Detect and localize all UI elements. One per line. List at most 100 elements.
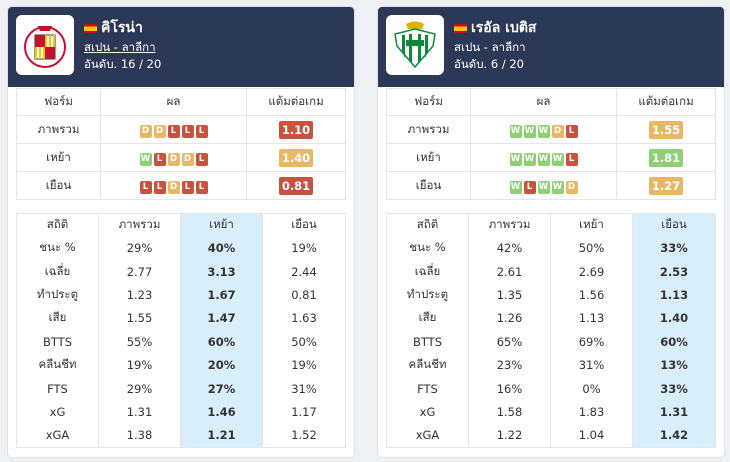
stat-label: คลีนชีท (386, 353, 469, 377)
result-badge-w: W (509, 180, 522, 194)
stat-value: 19% (262, 236, 346, 260)
team-logo[interactable] (16, 15, 74, 75)
stat-value: 33% (632, 376, 716, 401)
overall-column-header: ภาพรวม (98, 213, 181, 237)
stats-row: FTS 29% 27% 31% (16, 376, 346, 401)
stats-row: xG 1.58 1.83 1.31 (386, 400, 716, 424)
result-badge-d: D (551, 124, 564, 138)
stat-value: 1.26 (468, 306, 551, 331)
result-badge-w: W (551, 152, 564, 166)
result-badge-l: L (195, 180, 208, 194)
stat-value: 55% (98, 330, 181, 354)
stats-row: ทำประตู 1.23 1.67 0.81 (16, 283, 346, 307)
stat-value: 13% (632, 353, 716, 377)
stats-table-body: ชนะ % 29% 40% 19% เฉลี่ย 2.77 3.13 2.44 ทำประตู 1… (16, 236, 346, 448)
result-badge-l: L (181, 124, 194, 138)
stats-row: xG 1.31 1.46 1.17 (16, 400, 346, 424)
league-label[interactable]: สเปน - ลาลีกา (454, 40, 526, 54)
stat-value: 1.67 (180, 283, 263, 307)
result-badge-w: W (537, 152, 550, 166)
result-badge-w: W (537, 180, 550, 194)
stats-column-header: สถิติ (386, 213, 469, 237)
stat-value: 2.53 (632, 259, 716, 284)
ppg-column-header: แต้มต่อเกม (616, 88, 716, 116)
stats-row: xGA 1.38 1.21 1.52 (16, 423, 346, 448)
stat-value: 1.31 (632, 400, 716, 424)
stat-value: 1.04 (550, 423, 633, 448)
stat-label: xGA (386, 423, 469, 448)
form-column-header: ฟอร์ม (386, 88, 471, 116)
spain-flag-icon (454, 23, 467, 33)
stat-value: 1.22 (468, 423, 551, 448)
stat-value: 42% (468, 236, 551, 260)
result-badge-d: D (565, 180, 578, 194)
ppg-badge: 1.40 (279, 148, 313, 167)
stat-value: 1.58 (468, 400, 551, 424)
team-card-real-betis: เรอัล เบติส สเปน - ลาลีกา อันดับ. 6 / 20… (378, 7, 724, 457)
stat-value: 2.61 (468, 259, 551, 284)
stat-value: 1.56 (550, 283, 633, 307)
stat-value: 2.44 (262, 259, 346, 284)
result-badge-w: W (523, 152, 536, 166)
stat-label: เสีย (386, 306, 469, 331)
stat-label: ชนะ % (16, 236, 99, 260)
away-column-header: เยือน (632, 213, 716, 237)
stat-value: 29% (98, 376, 181, 401)
stats-table: สถิติ ภาพรวม เหย้า เยือน ชนะ % 42% 50% 33% เ… (386, 213, 716, 448)
stats-row: BTTS 55% 60% 50% (16, 330, 346, 354)
stat-value: 1.17 (262, 400, 346, 424)
stat-value: 27% (180, 376, 263, 401)
stat-label: xG (16, 400, 99, 424)
stat-value: 2.69 (550, 259, 633, 284)
result-badge-l: L (167, 124, 180, 138)
form-row-label: เหย้า (16, 143, 101, 172)
results-column-header: ผล (470, 88, 617, 116)
home-column-header: เหย้า (550, 213, 633, 237)
stat-value: 1.38 (98, 423, 181, 448)
away-column-header: เยือน (262, 213, 346, 237)
league-link[interactable]: สเปน - ลาลีกา (84, 40, 156, 54)
ppg-badge: 1.27 (649, 176, 683, 195)
home-column-header: เหย้า (180, 213, 263, 237)
stat-value: 0.81 (262, 283, 346, 307)
result-badge-l: L (181, 180, 194, 194)
stats-table-header: สถิติ ภาพรวม เหย้า เยือน (16, 213, 346, 237)
stat-value: 33% (632, 236, 716, 260)
form-row-label: ภาพรวม (386, 115, 471, 144)
stat-value: 31% (262, 376, 346, 401)
stat-label: BTTS (386, 330, 469, 354)
spain-flag-icon (84, 23, 97, 33)
stats-row: เฉลี่ย 2.77 3.13 2.44 (16, 259, 346, 284)
result-badge-d: D (167, 152, 180, 166)
stats-row: เสีย 1.26 1.13 1.40 (386, 306, 716, 331)
stat-label: FTS (16, 376, 99, 401)
stat-value: 1.47 (180, 306, 263, 331)
stats-row: BTTS 65% 69% 60% (386, 330, 716, 354)
stat-value: 29% (98, 236, 181, 260)
result-badge-w: W (551, 180, 564, 194)
stats-row: คลีนชีท 23% 31% 13% (386, 353, 716, 377)
stats-row: FTS 16% 0% 33% (386, 376, 716, 401)
ppg-column-header: แต้มต่อเกม (246, 88, 346, 116)
team-header: คิโรน่า สเปน - ลาลีกา อันดับ. 16 / 20 (8, 7, 354, 87)
stat-value: 1.40 (632, 306, 716, 331)
stat-label: คลีนชีท (16, 353, 99, 377)
result-badge-l: L (565, 124, 578, 138)
stat-value: 1.13 (632, 283, 716, 307)
stat-label: FTS (386, 376, 469, 401)
form-row-label: ภาพรวม (16, 115, 101, 144)
stat-value: 50% (262, 330, 346, 354)
stat-label: xG (386, 400, 469, 424)
stat-label: ชนะ % (386, 236, 469, 260)
result-badge-w: W (139, 152, 152, 166)
ppg-badge: 1.10 (279, 120, 313, 139)
stat-value: 3.13 (180, 259, 263, 284)
team-logo[interactable] (386, 15, 444, 75)
stat-value: 19% (98, 353, 181, 377)
stat-value: 31% (550, 353, 633, 377)
stats-row: xGA 1.22 1.04 1.42 (386, 423, 716, 448)
